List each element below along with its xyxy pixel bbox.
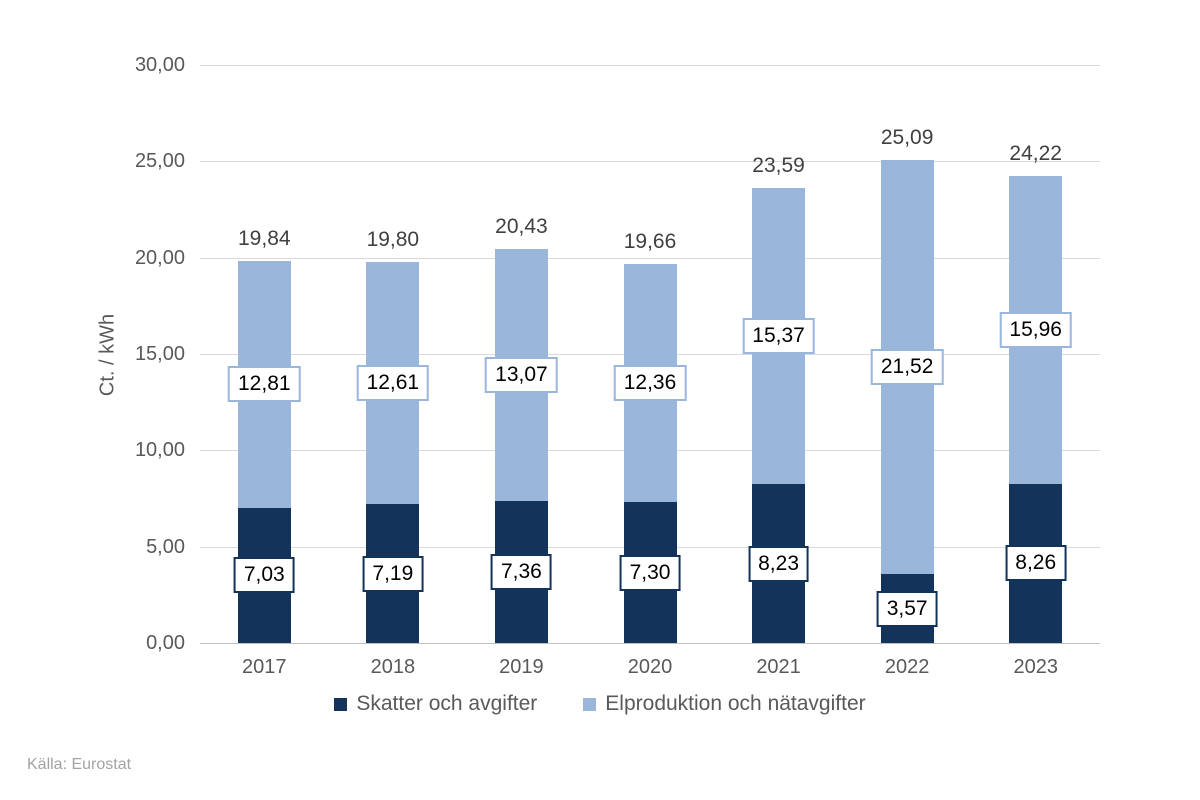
total-label: 20,43	[495, 215, 548, 239]
y-tick-label: 0,00	[146, 632, 185, 654]
bar-value-label: 7,19	[362, 555, 424, 592]
x-axis-line	[200, 643, 1100, 644]
x-tick-label: 2019	[499, 656, 544, 678]
bar-value-label: 12,61	[356, 364, 430, 401]
bar-value-label: 8,26	[1005, 545, 1067, 582]
y-axis-title: Ct. / kWh	[96, 313, 119, 397]
bar-value-label: 7,30	[619, 554, 681, 591]
bar-value-label: 7,03	[233, 557, 295, 594]
bar-value-label: 21,52	[870, 348, 944, 385]
y-tick-label: 30,00	[134, 54, 185, 76]
source-note: Källa: Eurostat	[27, 756, 132, 773]
x-tick-label: 2020	[627, 656, 673, 678]
x-tick-label: 2018	[370, 656, 416, 678]
legend-label: Skatter och avgifter	[356, 692, 538, 715]
total-label: 25,09	[880, 125, 934, 149]
x-tick-label: 2021	[756, 656, 801, 678]
total-label: 19,84	[238, 226, 291, 250]
legend-swatch	[334, 697, 348, 711]
legend-label: Elproduktion och nätavgifter	[605, 692, 866, 715]
bar-value-label: 12,36	[613, 365, 687, 402]
total-label: 23,59	[752, 154, 805, 178]
x-tick-label: 2022	[884, 656, 930, 678]
gridline	[200, 161, 1100, 162]
gridline	[200, 258, 1100, 259]
bar-value-label: 8,23	[748, 545, 809, 582]
y-tick-label: 5,00	[146, 536, 185, 558]
bar-value-label: 15,37	[742, 318, 815, 355]
bar-value-label: 13,07	[485, 357, 558, 394]
bar-value-label: 7,36	[490, 554, 552, 591]
total-label: 19,66	[623, 230, 677, 254]
legend-item: Skatter och avgifter	[334, 692, 537, 716]
y-tick-label: 25,00	[134, 150, 185, 172]
y-tick-label: 10,00	[134, 439, 185, 461]
gridline	[200, 65, 1100, 66]
bar-value-label: 15,96	[999, 312, 1072, 349]
bar-value-label: 12,81	[228, 366, 301, 403]
total-label: 24,22	[1009, 142, 1062, 166]
legend: Skatter och avgifter Elproduktion och nät…	[0, 692, 1200, 716]
y-tick-label: 15,00	[134, 343, 185, 365]
legend-item: Elproduktion och nätavgifter	[583, 692, 866, 716]
bar-value-label: 3,57	[876, 590, 938, 627]
x-tick-label: 2017	[242, 656, 287, 678]
legend-swatch	[583, 697, 597, 711]
total-label: 19,80	[366, 227, 420, 251]
y-tick-label: 20,00	[134, 247, 185, 269]
x-tick-label: 2023	[1013, 656, 1058, 678]
